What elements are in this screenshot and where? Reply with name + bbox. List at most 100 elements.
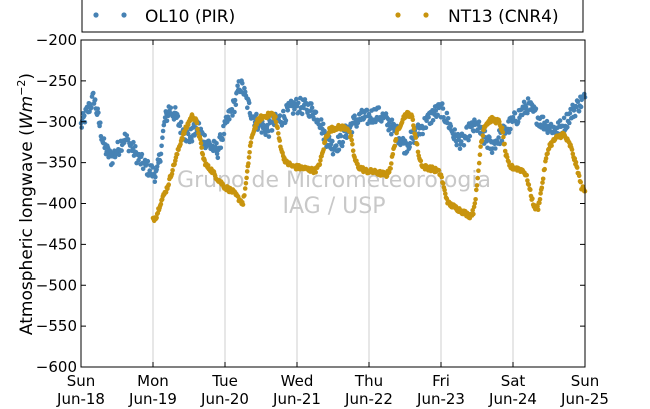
data-point [561,115,567,121]
data-point [476,168,481,173]
y-tick-label: −200 [36,31,77,49]
data-point [501,134,506,140]
data-point [502,148,508,154]
data-point [133,144,138,149]
data-point [166,182,171,187]
data-point [125,137,131,142]
data-point [294,96,299,102]
data-point [214,151,220,157]
data-point [433,108,439,113]
data-point [173,105,178,110]
data-point [200,152,206,157]
data-point [244,169,250,174]
data-point [170,168,175,173]
data-point [177,123,183,129]
data-point [309,105,315,111]
data-point [169,171,175,177]
data-point [178,119,184,125]
data-point [440,106,446,111]
data-point [477,152,483,157]
data-point [150,165,156,170]
data-point [189,139,195,144]
data-point [205,163,211,168]
data-point [567,111,573,116]
data-point [444,110,450,116]
x-tick-label-date: Jun-22 [344,390,393,408]
data-point [525,110,530,116]
data-point [487,134,492,140]
data-point [317,162,323,167]
data-point [354,124,359,129]
data-point [524,172,529,178]
data-point [334,143,339,148]
data-point [107,148,113,153]
data-point [350,142,355,147]
data-point [283,118,289,123]
data-point [98,120,103,125]
data-point [318,117,324,122]
data-point [499,125,505,131]
data-point [389,117,395,123]
data-point [89,105,94,110]
data-point [575,99,581,104]
data-point [240,81,245,86]
data-point [82,120,88,125]
data-point [246,100,252,106]
data-point [452,127,458,132]
data-point [386,169,392,175]
data-point [318,158,323,163]
data-point [140,166,146,172]
data-point [139,151,145,157]
data-point [418,158,424,164]
data-point [116,152,122,158]
data-point [313,170,319,175]
data-point [153,174,158,180]
data-point [160,135,165,140]
data-point [457,146,463,151]
data-point [296,100,301,106]
data-point [350,148,356,153]
data-point [245,105,250,110]
data-point [389,131,394,137]
y-axis-label-open: ( [17,129,37,136]
data-point [246,155,252,160]
data-point [426,115,431,120]
data-point [385,116,391,122]
data-point [578,104,584,110]
data-point [544,118,550,124]
data-point [493,146,498,151]
y-tick-label: −300 [36,113,77,131]
data-point [475,175,481,181]
data-point [180,136,185,142]
data-point [472,201,478,206]
data-point [440,181,446,186]
x-tick-label-date: Jun-19 [128,390,177,408]
data-point [537,200,542,206]
data-point [158,159,163,164]
data-point [471,204,477,210]
data-point [573,159,579,165]
data-point [227,117,232,122]
data-point [525,96,531,101]
x-tick-label-date: Jun-24 [488,390,537,408]
grid [152,40,514,367]
data-point [539,185,545,191]
data-point [190,125,195,130]
data-point [275,125,280,131]
data-point [533,106,539,111]
data-point [537,197,543,202]
data-point [414,141,420,147]
data-point [194,120,200,126]
data-point [436,168,442,173]
data-point [313,109,319,115]
data-point [383,111,389,116]
data-point [545,151,550,156]
data-point [502,141,507,147]
data-point [124,133,130,138]
data-point [242,193,247,198]
data-point [212,144,218,150]
data-point [508,126,513,132]
y-tick-label: −350 [36,154,77,172]
data-point [440,101,445,106]
